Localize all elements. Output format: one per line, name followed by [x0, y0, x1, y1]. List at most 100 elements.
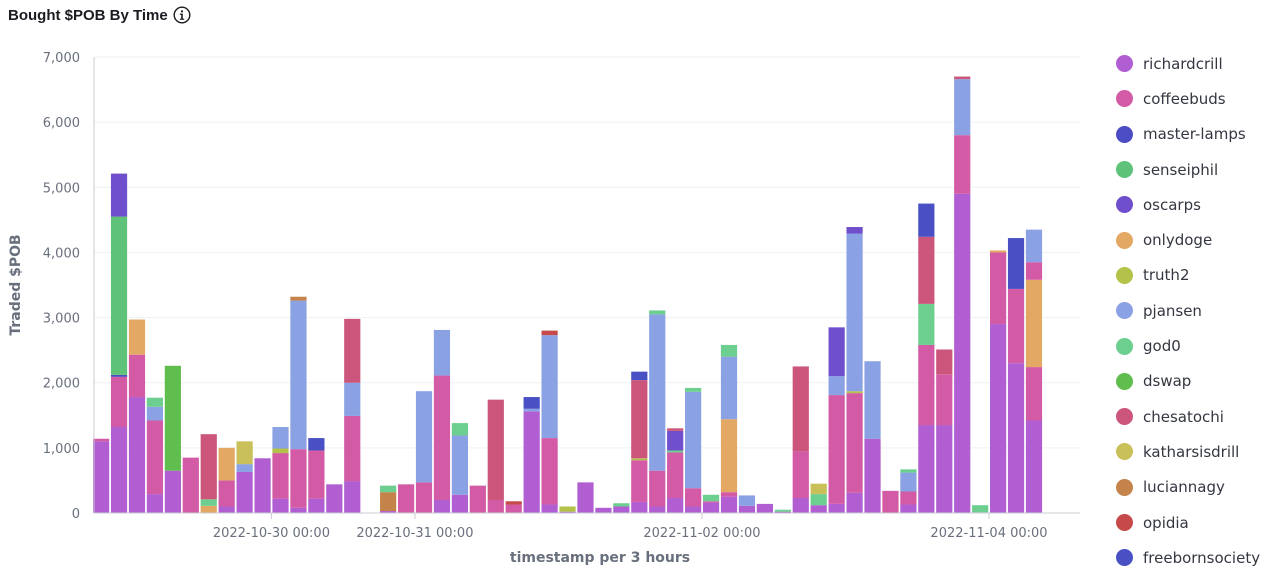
bar-segment-richardcrill[interactable] — [918, 425, 935, 513]
bar-segment-richardcrill[interactable] — [326, 484, 343, 513]
bar-segment-richardcrill[interactable] — [900, 504, 917, 513]
bar-stack[interactable] — [864, 361, 881, 513]
bar-segment-pjansen[interactable] — [146, 406, 164, 421]
bar-segment-pjansen[interactable] — [344, 382, 361, 416]
info-icon[interactable] — [173, 6, 191, 24]
bar-stack[interactable] — [505, 501, 522, 513]
bar-segment-god0[interactable] — [972, 505, 989, 513]
bar-stack[interactable] — [451, 423, 468, 513]
bar-stack[interactable] — [756, 503, 773, 513]
bar-segment-pjansen[interactable] — [828, 376, 845, 396]
bar-stack[interactable] — [828, 327, 845, 513]
bar-stack[interactable] — [182, 457, 199, 513]
bar-stack[interactable] — [954, 76, 971, 514]
bar-segment-pjansen[interactable] — [523, 408, 540, 412]
bar-segment-coffeebuds[interactable] — [1007, 288, 1025, 364]
bar-segment-pjansen[interactable] — [1025, 229, 1043, 263]
bar-segment-onlydoge[interactable] — [990, 250, 1007, 253]
bar-segment-truth2[interactable] — [559, 506, 576, 512]
bar-segment-coffeebuds[interactable] — [415, 482, 433, 513]
bar-segment-god0[interactable] — [702, 494, 720, 502]
bar-segment-opidia[interactable] — [505, 501, 522, 505]
bar-segment-richardcrill[interactable] — [433, 499, 451, 513]
bar-stack[interactable] — [649, 310, 666, 513]
bar-segment-god0[interactable] — [146, 397, 164, 407]
bar-segment-richardcrill[interactable] — [649, 506, 666, 513]
bar-stack[interactable] — [1025, 229, 1043, 513]
bar-segment-pjansen[interactable] — [415, 391, 433, 483]
bar-stack[interactable] — [487, 399, 504, 513]
legend-item-katharsisdrill[interactable]: katharsisdrill — [1116, 434, 1280, 469]
bar-segment-richardcrill[interactable] — [667, 498, 684, 513]
bar-segment-coffeebuds[interactable] — [128, 354, 146, 398]
bar-segment-katharsisdrill[interactable] — [236, 441, 253, 465]
bar-segment-onlydoge[interactable] — [218, 447, 235, 481]
bar-segment-coffeebuds[interactable] — [990, 252, 1007, 325]
bar-segment-opidia[interactable] — [541, 330, 558, 336]
bar-stack[interactable] — [308, 438, 325, 513]
bar-segment-richardcrill[interactable] — [308, 498, 325, 513]
bar-segment-richardcrill[interactable] — [254, 458, 271, 513]
bar-stack[interactable] — [595, 507, 612, 513]
bar-segment-coffeebuds[interactable] — [93, 438, 110, 442]
bar-segment-katharsisdrill[interactable] — [810, 483, 827, 495]
bar-stack[interactable] — [523, 397, 540, 513]
bar-segment-richardcrill[interactable] — [1025, 420, 1043, 513]
bar-segment-pjansen[interactable] — [541, 335, 558, 439]
bar-segment-richardcrill[interactable] — [164, 470, 181, 513]
bar-segment-richardcrill[interactable] — [864, 438, 881, 513]
bar-stack[interactable] — [720, 344, 738, 513]
bar-segment-coffeebuds[interactable] — [667, 452, 684, 499]
bar-segment-coffeebuds[interactable] — [846, 393, 863, 493]
legend-item-god0[interactable]: god0 — [1116, 328, 1280, 363]
bar-segment-coffeebuds[interactable] — [290, 449, 307, 508]
bar-segment-god0[interactable] — [685, 387, 702, 392]
bar-stack[interactable] — [128, 319, 146, 513]
bar-segment-god0[interactable] — [200, 499, 217, 506]
bar-segment-richardcrill[interactable] — [720, 496, 738, 513]
bar-segment-pjansen[interactable] — [720, 356, 738, 420]
bar-stack[interactable] — [290, 296, 307, 513]
bar-segment-pjansen[interactable] — [738, 495, 756, 506]
bar-segment-truth2[interactable] — [631, 458, 648, 461]
bar-segment-pjansen[interactable] — [236, 464, 253, 472]
bar-segment-coffeebuds[interactable] — [272, 453, 289, 499]
bar-segment-oscarps[interactable] — [667, 430, 684, 451]
bar-stack[interactable] — [93, 438, 110, 513]
bar-segment-richardcrill[interactable] — [810, 505, 827, 513]
bar-segment-chesatochi[interactable] — [487, 399, 504, 500]
legend-item-oscarps[interactable]: oscarps — [1116, 187, 1280, 222]
bar-segment-richardcrill[interactable] — [631, 501, 648, 513]
bar-stack[interactable] — [972, 505, 989, 513]
bar-segment-richardcrill[interactable] — [523, 411, 540, 513]
legend-item-richardcrill[interactable]: richardcrill — [1116, 46, 1280, 81]
legend-item-luciannagy[interactable]: luciannagy — [1116, 470, 1280, 505]
bar-segment-richardcrill[interactable] — [93, 441, 110, 513]
bar-stack[interactable] — [236, 441, 253, 513]
bar-stack[interactable] — [218, 447, 235, 513]
bar-segment-richardcrill[interactable] — [828, 503, 845, 513]
legend-item-freebornsociety[interactable]: freebornsociety — [1116, 540, 1280, 574]
bar-stack[interactable] — [541, 330, 558, 513]
bar-segment-coffeebuds[interactable] — [397, 484, 415, 513]
bar-segment-coffeebuds[interactable] — [344, 415, 361, 482]
bar-stack[interactable] — [433, 329, 451, 513]
bar-stack[interactable] — [146, 397, 164, 513]
bar-stack[interactable] — [272, 427, 289, 513]
bar-stack[interactable] — [792, 366, 809, 513]
bar-segment-richardcrill[interactable] — [236, 471, 253, 513]
bar-segment-god0[interactable] — [720, 344, 738, 357]
bar-segment-coffeebuds[interactable] — [685, 488, 702, 507]
bar-segment-pjansen[interactable] — [433, 329, 451, 376]
bar-segment-god0[interactable] — [613, 503, 630, 507]
bar-segment-chesatochi[interactable] — [954, 76, 971, 80]
bar-stack[interactable] — [631, 371, 648, 513]
bar-segment-richardcrill[interactable] — [774, 511, 791, 513]
bar-segment-coffeebuds[interactable] — [469, 485, 486, 513]
bar-segment-richardcrill[interactable] — [1007, 363, 1025, 513]
legend-item-coffeebuds[interactable]: coffeebuds — [1116, 81, 1280, 116]
bar-segment-richardcrill[interactable] — [756, 503, 773, 513]
bar-segment-richardcrill[interactable] — [128, 397, 146, 513]
bar-segment-richardcrill[interactable] — [272, 498, 289, 513]
bar-segment-oscarps[interactable] — [110, 173, 128, 217]
